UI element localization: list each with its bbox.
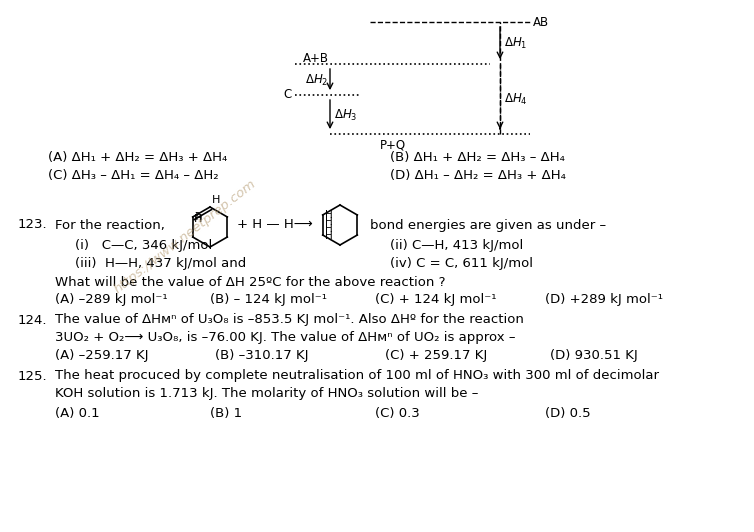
Text: (C) + 124 kJ mol⁻¹: (C) + 124 kJ mol⁻¹ — [375, 294, 496, 306]
Text: $ΔH_3$: $ΔH_3$ — [334, 107, 357, 122]
Text: (A) –259.17 KJ: (A) –259.17 KJ — [55, 350, 149, 362]
Text: The value of ΔHᴍⁿ of U₃O₈ is –853.5 KJ mol⁻¹. Also ΔHº for the reaction: The value of ΔHᴍⁿ of U₃O₈ is –853.5 KJ m… — [55, 313, 524, 327]
Text: 125.: 125. — [18, 370, 48, 383]
Text: (B) 1: (B) 1 — [210, 408, 242, 420]
Text: (iii)  H—H, 437 kJ/mol and: (iii) H—H, 437 kJ/mol and — [75, 257, 247, 270]
Text: (A) ΔH₁ + ΔH₂ = ΔH₃ + ΔH₄: (A) ΔH₁ + ΔH₂ = ΔH₃ + ΔH₄ — [48, 151, 227, 163]
Text: (D) 0.5: (D) 0.5 — [545, 408, 590, 420]
Text: H: H — [325, 217, 333, 227]
Text: H: H — [212, 195, 220, 205]
Text: 123.: 123. — [18, 219, 48, 231]
Text: (B) – 124 kJ mol⁻¹: (B) – 124 kJ mol⁻¹ — [210, 294, 327, 306]
Text: KOH solution is 1.713 kJ. The molarity of HNO₃ solution will be –: KOH solution is 1.713 kJ. The molarity o… — [55, 387, 478, 401]
Text: (ii) C—H, 413 kJ/mol: (ii) C—H, 413 kJ/mol — [390, 239, 523, 253]
Text: H: H — [325, 210, 333, 220]
Text: (D) +289 kJ mol⁻¹: (D) +289 kJ mol⁻¹ — [545, 294, 663, 306]
Text: (C) 0.3: (C) 0.3 — [375, 408, 420, 420]
Text: (iv) C = C, 611 kJ/mol: (iv) C = C, 611 kJ/mol — [390, 257, 533, 270]
Text: (C) + 259.17 KJ: (C) + 259.17 KJ — [385, 350, 487, 362]
Text: https://www.neetprep.com: https://www.neetprep.com — [112, 178, 259, 296]
Text: H: H — [325, 224, 333, 234]
Text: + H — H⟶: + H — H⟶ — [237, 219, 313, 231]
Text: $ΔH_4$: $ΔH_4$ — [504, 92, 528, 106]
Text: 124.: 124. — [18, 313, 48, 327]
Text: $ΔH_2$: $ΔH_2$ — [305, 72, 328, 88]
Text: $ΔH_1$: $ΔH_1$ — [504, 36, 527, 51]
Text: (C) ΔH₃ – ΔH₁ = ΔH₄ – ΔH₂: (C) ΔH₃ – ΔH₁ = ΔH₄ – ΔH₂ — [48, 169, 219, 181]
Text: The heat procuced by complete neutralisation of 100 ml of HNO₃ with 300 ml of de: The heat procuced by complete neutralisa… — [55, 370, 659, 383]
Text: A+B: A+B — [303, 53, 329, 65]
Text: P+Q: P+Q — [380, 139, 406, 152]
Text: (B) ΔH₁ + ΔH₂ = ΔH₃ – ΔH₄: (B) ΔH₁ + ΔH₂ = ΔH₃ – ΔH₄ — [390, 151, 565, 163]
Text: C: C — [283, 88, 291, 102]
Text: H: H — [194, 214, 202, 224]
Text: ħ: ħ — [195, 212, 202, 222]
Text: (D) ΔH₁ – ΔH₂ = ΔH₃ + ΔH₄: (D) ΔH₁ – ΔH₂ = ΔH₃ + ΔH₄ — [390, 169, 566, 181]
Text: What will be the value of ΔH 25ºC for the above reaction ?: What will be the value of ΔH 25ºC for th… — [55, 276, 446, 288]
Text: (A) –289 kJ mol⁻¹: (A) –289 kJ mol⁻¹ — [55, 294, 167, 306]
Text: H: H — [325, 231, 333, 241]
Text: AB: AB — [533, 15, 549, 29]
Text: (D) 930.51 KJ: (D) 930.51 KJ — [550, 350, 638, 362]
Text: 3UO₂ + O₂⟶ U₃O₈, is –76.00 KJ. The value of ΔHᴍⁿ of UO₂ is approx –: 3UO₂ + O₂⟶ U₃O₈, is –76.00 KJ. The value… — [55, 331, 516, 345]
Text: (A) 0.1: (A) 0.1 — [55, 408, 100, 420]
Text: (B) –310.17 KJ: (B) –310.17 KJ — [215, 350, 308, 362]
Text: For the reaction,: For the reaction, — [55, 219, 165, 231]
Text: bond energies are given as under –: bond energies are given as under – — [370, 219, 606, 231]
Text: (i)   C—C, 346 kJ/mol: (i) C—C, 346 kJ/mol — [75, 239, 212, 253]
